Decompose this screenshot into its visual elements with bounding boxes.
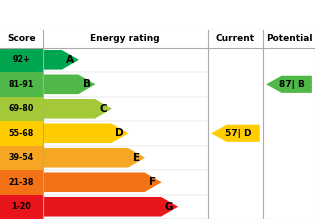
Text: C: C [99, 104, 107, 114]
Text: Score: Score [7, 34, 36, 43]
Bar [0, 97, 43, 121]
Text: G: G [165, 202, 174, 212]
Text: E: E [133, 153, 140, 163]
Polygon shape [43, 74, 95, 94]
Bar [0, 48, 43, 72]
Text: 92+: 92+ [12, 55, 30, 64]
Text: Current: Current [216, 34, 255, 43]
Text: F: F [149, 177, 156, 187]
Bar [0, 30, 315, 48]
Text: D: D [115, 128, 124, 138]
Text: Potential: Potential [266, 34, 312, 43]
Polygon shape [43, 50, 79, 70]
Text: 57| D: 57| D [225, 129, 252, 138]
Polygon shape [43, 197, 178, 217]
Text: 1-20: 1-20 [11, 202, 31, 211]
Bar [0, 146, 43, 170]
Text: 69-80: 69-80 [9, 104, 34, 113]
Text: A: A [66, 55, 74, 65]
Text: 87| B: 87| B [279, 80, 305, 89]
Text: 81-91: 81-91 [9, 80, 34, 89]
Polygon shape [43, 99, 112, 118]
Text: Energy Efficiency Rating: Energy Efficiency Rating [8, 8, 191, 21]
Polygon shape [43, 148, 145, 168]
Text: B: B [83, 79, 90, 89]
Bar [0, 170, 43, 194]
Text: 55-68: 55-68 [9, 129, 34, 138]
Bar [0, 121, 43, 146]
Bar [0, 72, 43, 97]
Polygon shape [43, 173, 162, 192]
Text: 21-38: 21-38 [9, 178, 34, 187]
Polygon shape [43, 124, 129, 143]
Text: 39-54: 39-54 [9, 153, 34, 162]
Bar [0, 194, 43, 219]
Polygon shape [266, 76, 312, 93]
Polygon shape [211, 125, 260, 142]
Text: Energy rating: Energy rating [90, 34, 160, 43]
